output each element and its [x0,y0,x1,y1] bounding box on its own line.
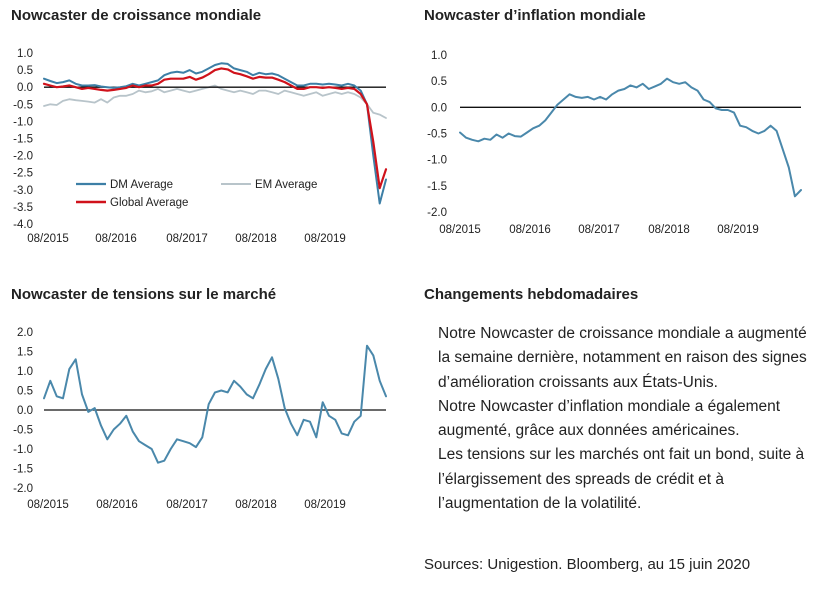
y-tick-label: -3.5 [13,202,33,214]
series-line-em-average [43,84,387,119]
legend-item: EM Average [221,179,317,191]
series-line-dm-average [43,62,387,205]
y-tick-label: -1.5 [427,181,447,193]
stress-chart-title: Nowcaster de tensions sur le marché [11,286,277,303]
inflation-chart: 1.0 0.5 0.0 -0.5 -1.0 -1.5 -2.0 08/2015 08/2016 0… [427,50,802,236]
legend-label: DM Average [110,179,173,191]
y-tick-label: 0.5 [17,65,33,77]
series-line-chart-1 [459,77,802,198]
y-tick-label: -1.0 [427,155,447,167]
y-tick-label: -4.0 [13,219,33,231]
y-tick-label: 2.0 [17,327,33,339]
sources-note: Sources: Unigestion. Bloomberg, au 15 ju… [424,556,751,573]
series-line-global-average [42,67,388,190]
series-line-chart-2 [43,344,387,464]
y-tick-label: 0.0 [17,405,33,417]
x-tick-label: 08/2016 [509,224,551,236]
x-tick-label: 08/2015 [27,499,69,511]
y-tick-label: -1.5 [13,464,33,476]
y-tick-label: -3.0 [13,185,33,197]
y-tick-label: -1.5 [13,134,33,146]
commentary-paragraph-growth: Notre Nowcaster de croissance mondiale a… [438,325,807,391]
commentary-heading: Changements hebdomadaires [424,286,639,303]
y-tick-label: 0.0 [17,82,33,94]
x-tick-label: 08/2018 [235,233,277,245]
commentary-text: Notre Nowcaster de croissance mondiale a… [438,322,823,516]
y-tick-label: -2.5 [13,168,33,180]
y-tick-label: 0.0 [431,102,447,114]
x-tick-label: 08/2019 [304,233,346,245]
commentary-paragraph-inflation: Notre Nowcaster d’inflation mondiale a é… [438,397,781,440]
legend-item: Global Average [76,197,188,209]
x-tick-label: 08/2017 [166,233,208,245]
stress-chart: 2.0 1.5 1.0 0.5 0.0 -0.5 -1.0 -1.5 -2.0 08/2015 08… [13,327,387,511]
x-tick-label: 08/2018 [648,224,690,236]
x-tick-label: 08/2018 [235,499,277,511]
growth-chart-title: Nowcaster de croissance mondiale [11,7,262,24]
inflation-chart-title: Nowcaster d’inflation mondiale [424,7,646,24]
x-tick-label: 08/2016 [95,233,137,245]
y-tick-label: -2.0 [13,483,33,495]
y-tick-label: 1.0 [431,50,447,62]
y-tick-label: -2.0 [13,151,33,163]
x-tick-label: 08/2016 [96,499,138,511]
legend-label: EM Average [255,179,317,191]
x-tick-label: 08/2015 [27,233,69,245]
y-tick-label: 1.0 [17,366,33,378]
y-tick-label: 1.0 [17,48,33,60]
x-tick-label: 08/2019 [304,499,346,511]
y-tick-label: -0.5 [13,99,33,111]
growth-chart: 1.0 0.5 0.0 -0.5 -1.0 -1.5 -2.0 -2.5 -3.0 -3.5 -4.… [13,48,388,245]
y-tick-label: -0.5 [427,129,447,141]
y-tick-label: -1.0 [13,444,33,456]
y-tick-label: -1.0 [13,116,33,128]
x-tick-label: 08/2017 [166,499,208,511]
y-tick-label: 0.5 [17,386,33,398]
legend-item: DM Average [76,179,173,191]
x-tick-label: 08/2015 [439,224,481,236]
legend-label: Global Average [110,197,188,209]
y-tick-label: 0.5 [431,76,447,88]
x-tick-label: 08/2017 [578,224,620,236]
y-tick-label: -2.0 [427,207,447,219]
commentary-paragraph-stress: Les tensions sur les marchés ont fait un… [438,446,805,513]
y-tick-label: 1.5 [17,347,33,359]
y-tick-label: -0.5 [13,425,33,437]
x-tick-label: 08/2019 [717,224,759,236]
